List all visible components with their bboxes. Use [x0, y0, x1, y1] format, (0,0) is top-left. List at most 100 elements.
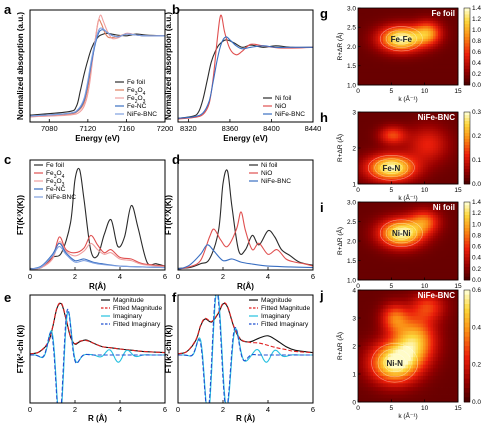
plot-frame [177, 159, 314, 271]
heatmap-cell [400, 145, 404, 149]
heatmap-cell [420, 360, 424, 366]
heatmap-cell [400, 131, 404, 134]
legend-entry: Fitted Imaginary [261, 321, 309, 328]
heatmap-cell [385, 293, 389, 298]
heatmap-cell [428, 342, 431, 347]
panel-label: i [320, 200, 324, 215]
heatmap-cell [418, 82, 421, 86]
heatmap-cell [360, 174, 364, 178]
heatmap-cell [400, 15, 404, 19]
heatmap-cell [398, 225, 401, 229]
heatmap-cell [438, 372, 441, 377]
heatmap-cell [423, 74, 426, 78]
heatmap-cell [370, 145, 374, 149]
heatmap-cell [393, 49, 396, 53]
heatmap-cell [420, 301, 424, 306]
heatmap-cell [393, 79, 396, 83]
heatmap-cell [420, 25, 424, 29]
heatmap-cell [425, 204, 429, 208]
heatmap-cell [383, 69, 386, 73]
heatmap-cell [410, 212, 414, 216]
heatmap-cell [368, 114, 371, 118]
heatmap-cell [410, 238, 414, 242]
heatmap-cell [445, 228, 449, 231]
heatmap-cell [385, 31, 389, 35]
heatmap-cell [403, 251, 406, 255]
heatmap-cell [360, 368, 364, 373]
heatmap-cell [370, 54, 374, 58]
heatmap-cell [403, 140, 406, 144]
heatmap-cell [365, 312, 369, 317]
heatmap-cell [388, 251, 391, 255]
heatmap-cell [403, 390, 406, 395]
heatmap-cell [410, 20, 414, 24]
heatmap-cell [443, 334, 446, 339]
heatmap-cell [400, 49, 404, 53]
heatmap-cell [380, 148, 384, 151]
heatmap-cell [433, 225, 436, 229]
heatmap-cell [360, 74, 364, 78]
heatmap-cell [430, 172, 434, 175]
heatmap-cell [383, 46, 386, 50]
heatmap-cell [438, 202, 441, 205]
heatmap-cell [445, 112, 449, 115]
heatmap-cell [415, 67, 419, 70]
heatmap-cell [373, 327, 376, 332]
heatmap-cell [380, 49, 384, 53]
heatmap-cell [455, 119, 459, 122]
heatmap-cell [378, 269, 381, 273]
heatmap-cell [398, 41, 401, 45]
heatmap-cell [368, 162, 371, 166]
colorbar-step [464, 8, 470, 12]
heatmap-cell [448, 267, 451, 270]
heatmap-cell [363, 8, 366, 11]
heatmap-cell [373, 36, 376, 40]
heatmap-cell [438, 33, 441, 37]
heatmap-cell [380, 114, 384, 118]
heatmap-cell [418, 174, 421, 178]
y-tick-label: 1 [352, 181, 356, 188]
heatmap-cell [450, 28, 454, 32]
heatmap-cell [415, 155, 419, 158]
heatmap-cell [450, 138, 454, 142]
heatmap-cell [388, 297, 391, 302]
heatmap-cell [380, 167, 384, 170]
heatmap-cell [405, 148, 409, 151]
heatmap-cell [423, 207, 426, 211]
heatmap-cell [378, 8, 381, 11]
heatmap-cell [430, 204, 434, 208]
heatmap-cell [443, 353, 446, 358]
legend-entry: Fe-NC [46, 186, 66, 193]
heatmap-cell [428, 31, 431, 35]
heatmap-cell [413, 124, 416, 127]
heatmap-cell [450, 162, 454, 166]
heatmap-cell [428, 230, 431, 234]
heatmap-cell [443, 375, 446, 380]
heatmap-cell [455, 51, 459, 55]
heatmap-cell [403, 235, 406, 239]
x-tick-label: 0 [176, 272, 180, 281]
heatmap-cell [455, 179, 459, 182]
heatmap-cell [445, 256, 449, 260]
heatmap-cell [425, 18, 429, 22]
heatmap-cell [410, 394, 414, 399]
heatmap-cell [420, 15, 424, 19]
heatmap-cell [443, 23, 446, 27]
heatmap-cell [428, 33, 431, 37]
heatmap-cell [445, 164, 449, 168]
heatmap-cell [420, 148, 424, 151]
heatmap-cell [358, 375, 361, 380]
x-tick-label: 2 [73, 272, 77, 281]
map-title: NiFe-BNC [418, 113, 456, 122]
heatmap-cell [395, 346, 399, 351]
heatmap-cell [413, 251, 416, 255]
heatmap-cell [405, 119, 409, 122]
heatmap-cell [388, 225, 391, 229]
heatmap-cell [423, 54, 426, 58]
heatmap-cell [388, 72, 391, 76]
heatmap-cell [370, 235, 374, 239]
heatmap-cell [385, 112, 389, 115]
heatmap-cell [400, 301, 404, 306]
heatmap-cell [455, 28, 459, 32]
